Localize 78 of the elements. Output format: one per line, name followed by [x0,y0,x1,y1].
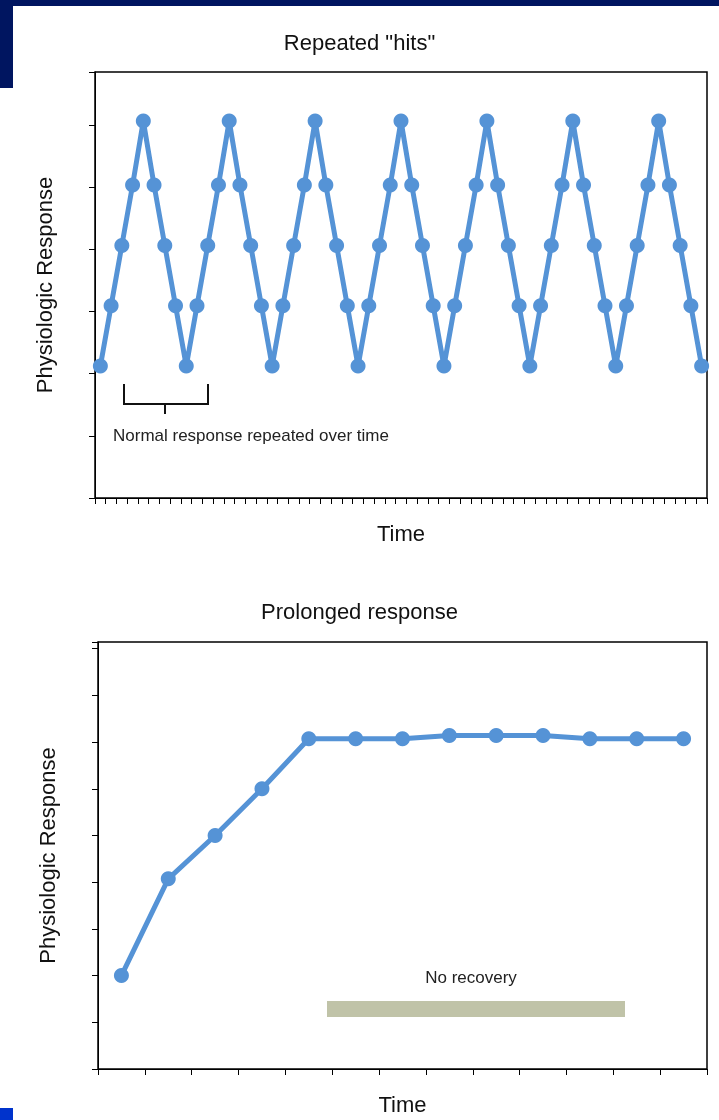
point [160,871,176,887]
point [221,113,237,129]
point [318,177,334,193]
point [543,237,559,253]
point [243,237,259,253]
point [554,177,570,193]
point [608,358,624,374]
point [490,177,506,193]
annotation: Normal response repeated over time [113,426,389,445]
point [92,358,108,374]
point [103,298,119,314]
point [382,177,398,193]
x-axis-title: Time [378,1091,427,1117]
point [511,298,527,314]
y-axis-title: Physiologic Response [31,176,57,394]
point [348,731,364,747]
point [522,358,538,374]
point [393,113,409,129]
point [168,298,184,314]
chart-title: Repeated "hits" [283,29,436,55]
x-axis-title: Time [376,520,426,546]
point [307,113,323,129]
point [189,298,205,314]
point [629,237,645,253]
point [264,358,280,374]
point [146,177,162,193]
point [157,237,173,253]
point [535,727,551,743]
point [683,298,699,314]
point [350,358,366,374]
point [694,358,710,374]
point [296,177,312,193]
point [125,177,141,193]
point [441,727,457,743]
point [113,968,129,984]
point [576,177,592,193]
point [533,298,549,314]
point [565,113,581,129]
point [200,237,216,253]
point [597,298,613,314]
point [207,827,223,843]
point [651,113,667,129]
point [339,298,355,314]
point [210,177,226,193]
y-axis-title: Physiologic Response [34,747,60,964]
point [425,298,441,314]
point [582,731,598,747]
point [676,731,692,747]
point [372,237,388,253]
point [457,237,473,253]
point [479,113,495,129]
point [114,237,130,253]
point [329,237,345,253]
point [468,177,484,193]
point [135,113,151,129]
point [253,298,269,314]
point [254,781,270,797]
point [672,237,688,253]
point [500,237,516,253]
point [488,727,504,743]
point [404,177,420,193]
point [361,298,377,314]
point [629,731,645,747]
point [586,237,602,253]
point [232,177,248,193]
point [395,731,410,747]
point [436,358,452,374]
point [286,237,302,253]
point [618,298,634,314]
annotation: No recovery [425,968,518,987]
point [275,298,291,314]
point [447,298,463,314]
chart-title: Prolonged response [261,598,458,624]
point [301,731,317,747]
point [414,237,430,253]
point [640,177,656,193]
point [178,358,194,374]
point [661,177,677,193]
